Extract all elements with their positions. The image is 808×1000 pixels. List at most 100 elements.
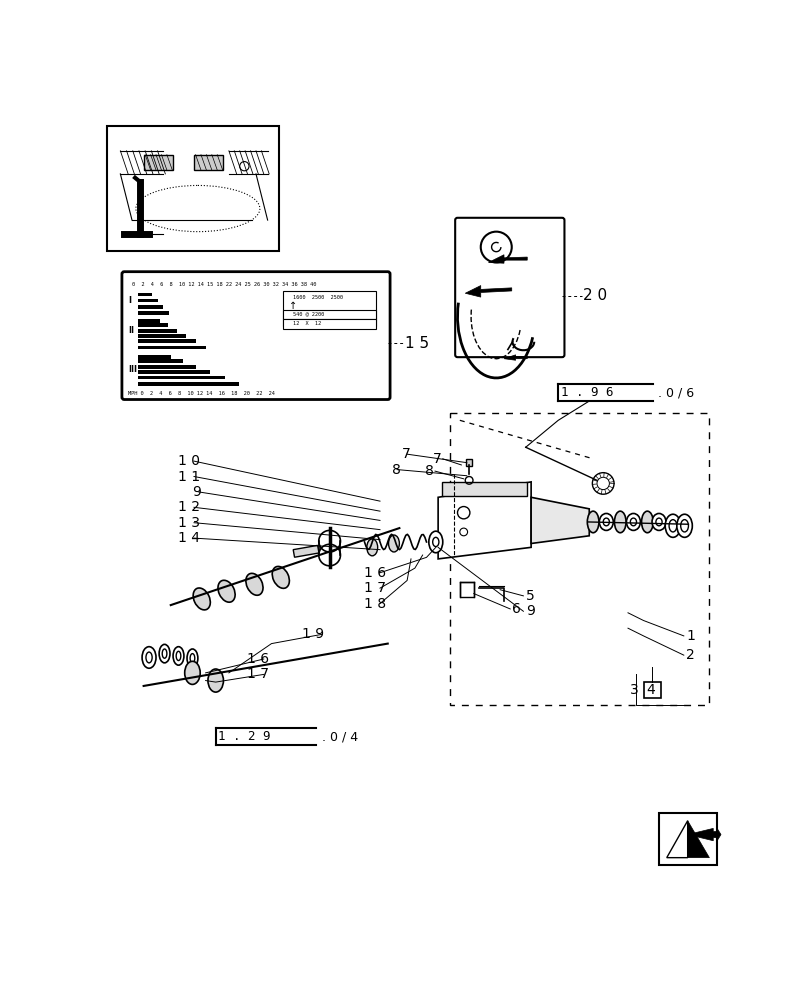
Ellipse shape bbox=[187, 649, 198, 667]
Ellipse shape bbox=[600, 513, 613, 530]
Bar bbox=[138, 355, 170, 359]
Text: 2 0: 2 0 bbox=[583, 288, 607, 303]
Text: 8: 8 bbox=[392, 463, 401, 477]
Bar bbox=[283, 310, 377, 319]
Bar bbox=[138, 376, 225, 379]
Ellipse shape bbox=[669, 520, 677, 532]
Polygon shape bbox=[531, 497, 589, 544]
Text: 7: 7 bbox=[402, 447, 410, 461]
Bar bbox=[643, 682, 661, 698]
Polygon shape bbox=[438, 482, 531, 559]
Text: ↑: ↑ bbox=[288, 301, 297, 311]
Ellipse shape bbox=[218, 580, 235, 602]
Bar bbox=[138, 370, 209, 374]
Ellipse shape bbox=[159, 644, 170, 663]
Polygon shape bbox=[688, 821, 709, 858]
Ellipse shape bbox=[173, 647, 184, 665]
Ellipse shape bbox=[190, 654, 195, 663]
Ellipse shape bbox=[176, 651, 181, 661]
Text: 1 3: 1 3 bbox=[179, 516, 200, 530]
Bar bbox=[293, 545, 319, 557]
Text: 1600  2500  2500: 1600 2500 2500 bbox=[293, 295, 343, 300]
Bar bbox=[460, 582, 473, 597]
Ellipse shape bbox=[136, 185, 260, 232]
Text: III: III bbox=[128, 365, 137, 374]
Ellipse shape bbox=[429, 531, 443, 553]
Ellipse shape bbox=[604, 518, 609, 526]
Bar bbox=[194, 155, 224, 170]
Ellipse shape bbox=[162, 649, 167, 658]
Text: 540 @ 2200: 540 @ 2200 bbox=[293, 312, 325, 317]
Bar bbox=[138, 365, 196, 369]
Text: 0  2  4  6  8  10 12 14 15 18 22 24 25 26 30 32 34 36 38 40: 0 2 4 6 8 10 12 14 15 18 22 24 25 26 30 … bbox=[132, 282, 317, 287]
Text: 9: 9 bbox=[192, 485, 201, 499]
Text: 1 . 2 9: 1 . 2 9 bbox=[218, 730, 271, 743]
Ellipse shape bbox=[433, 537, 439, 547]
Bar bbox=[138, 305, 163, 309]
Text: I: I bbox=[128, 296, 131, 305]
Bar bbox=[138, 293, 152, 296]
Polygon shape bbox=[489, 255, 528, 263]
Text: 1 7: 1 7 bbox=[246, 667, 269, 681]
Bar bbox=[138, 334, 187, 338]
Text: 1: 1 bbox=[686, 629, 695, 643]
Polygon shape bbox=[465, 286, 511, 297]
Text: 3: 3 bbox=[629, 683, 638, 697]
Text: MPH 0  2  4  6  8  10 12 14  16  18  20  22  24: MPH 0 2 4 6 8 10 12 14 16 18 20 22 24 bbox=[128, 391, 275, 396]
Text: 4: 4 bbox=[646, 683, 655, 697]
Ellipse shape bbox=[680, 520, 688, 532]
Text: II: II bbox=[128, 326, 134, 335]
Ellipse shape bbox=[185, 661, 200, 684]
Text: . 0 / 4: . 0 / 4 bbox=[318, 730, 358, 743]
Ellipse shape bbox=[652, 513, 666, 530]
Bar bbox=[107, 126, 280, 251]
Ellipse shape bbox=[665, 514, 680, 537]
Ellipse shape bbox=[656, 518, 662, 526]
Text: 1 8: 1 8 bbox=[364, 597, 386, 611]
Text: 1 0: 1 0 bbox=[179, 454, 200, 468]
Ellipse shape bbox=[626, 513, 641, 530]
Ellipse shape bbox=[614, 511, 626, 533]
FancyBboxPatch shape bbox=[455, 218, 565, 357]
Text: 1 5: 1 5 bbox=[405, 336, 429, 351]
Ellipse shape bbox=[142, 647, 156, 668]
Bar bbox=[659, 813, 718, 865]
Ellipse shape bbox=[630, 518, 637, 526]
Ellipse shape bbox=[193, 588, 210, 610]
Bar bbox=[450, 413, 709, 705]
Text: 1 2: 1 2 bbox=[179, 500, 200, 514]
Bar bbox=[138, 311, 169, 315]
Polygon shape bbox=[688, 828, 721, 841]
Text: 1 . 9 6: 1 . 9 6 bbox=[561, 386, 613, 399]
Ellipse shape bbox=[208, 669, 224, 692]
Ellipse shape bbox=[677, 514, 692, 537]
Bar bbox=[138, 323, 167, 327]
Text: 1 6: 1 6 bbox=[246, 652, 269, 666]
Text: 1 1: 1 1 bbox=[179, 470, 200, 484]
Ellipse shape bbox=[642, 511, 653, 533]
Bar bbox=[466, 459, 472, 466]
FancyBboxPatch shape bbox=[122, 272, 390, 400]
Bar bbox=[138, 329, 177, 333]
Ellipse shape bbox=[389, 535, 399, 552]
Text: 1 9: 1 9 bbox=[302, 627, 325, 641]
Bar bbox=[138, 382, 239, 386]
Text: 1 6: 1 6 bbox=[364, 566, 386, 580]
Bar bbox=[442, 482, 528, 496]
Bar bbox=[144, 155, 173, 170]
Text: 1 7: 1 7 bbox=[364, 581, 386, 595]
Bar bbox=[283, 291, 377, 326]
Bar bbox=[283, 319, 377, 329]
Text: 8: 8 bbox=[425, 464, 434, 478]
Text: . 0 / 6: . 0 / 6 bbox=[654, 386, 694, 399]
Ellipse shape bbox=[272, 566, 289, 588]
Text: 9: 9 bbox=[526, 604, 535, 618]
Bar bbox=[138, 346, 206, 349]
Text: 1 4: 1 4 bbox=[179, 531, 200, 545]
Bar bbox=[138, 339, 196, 343]
Ellipse shape bbox=[146, 652, 152, 663]
Text: 5: 5 bbox=[526, 589, 534, 603]
Polygon shape bbox=[504, 355, 528, 360]
Bar bbox=[138, 359, 183, 363]
Text: 2: 2 bbox=[686, 648, 695, 662]
